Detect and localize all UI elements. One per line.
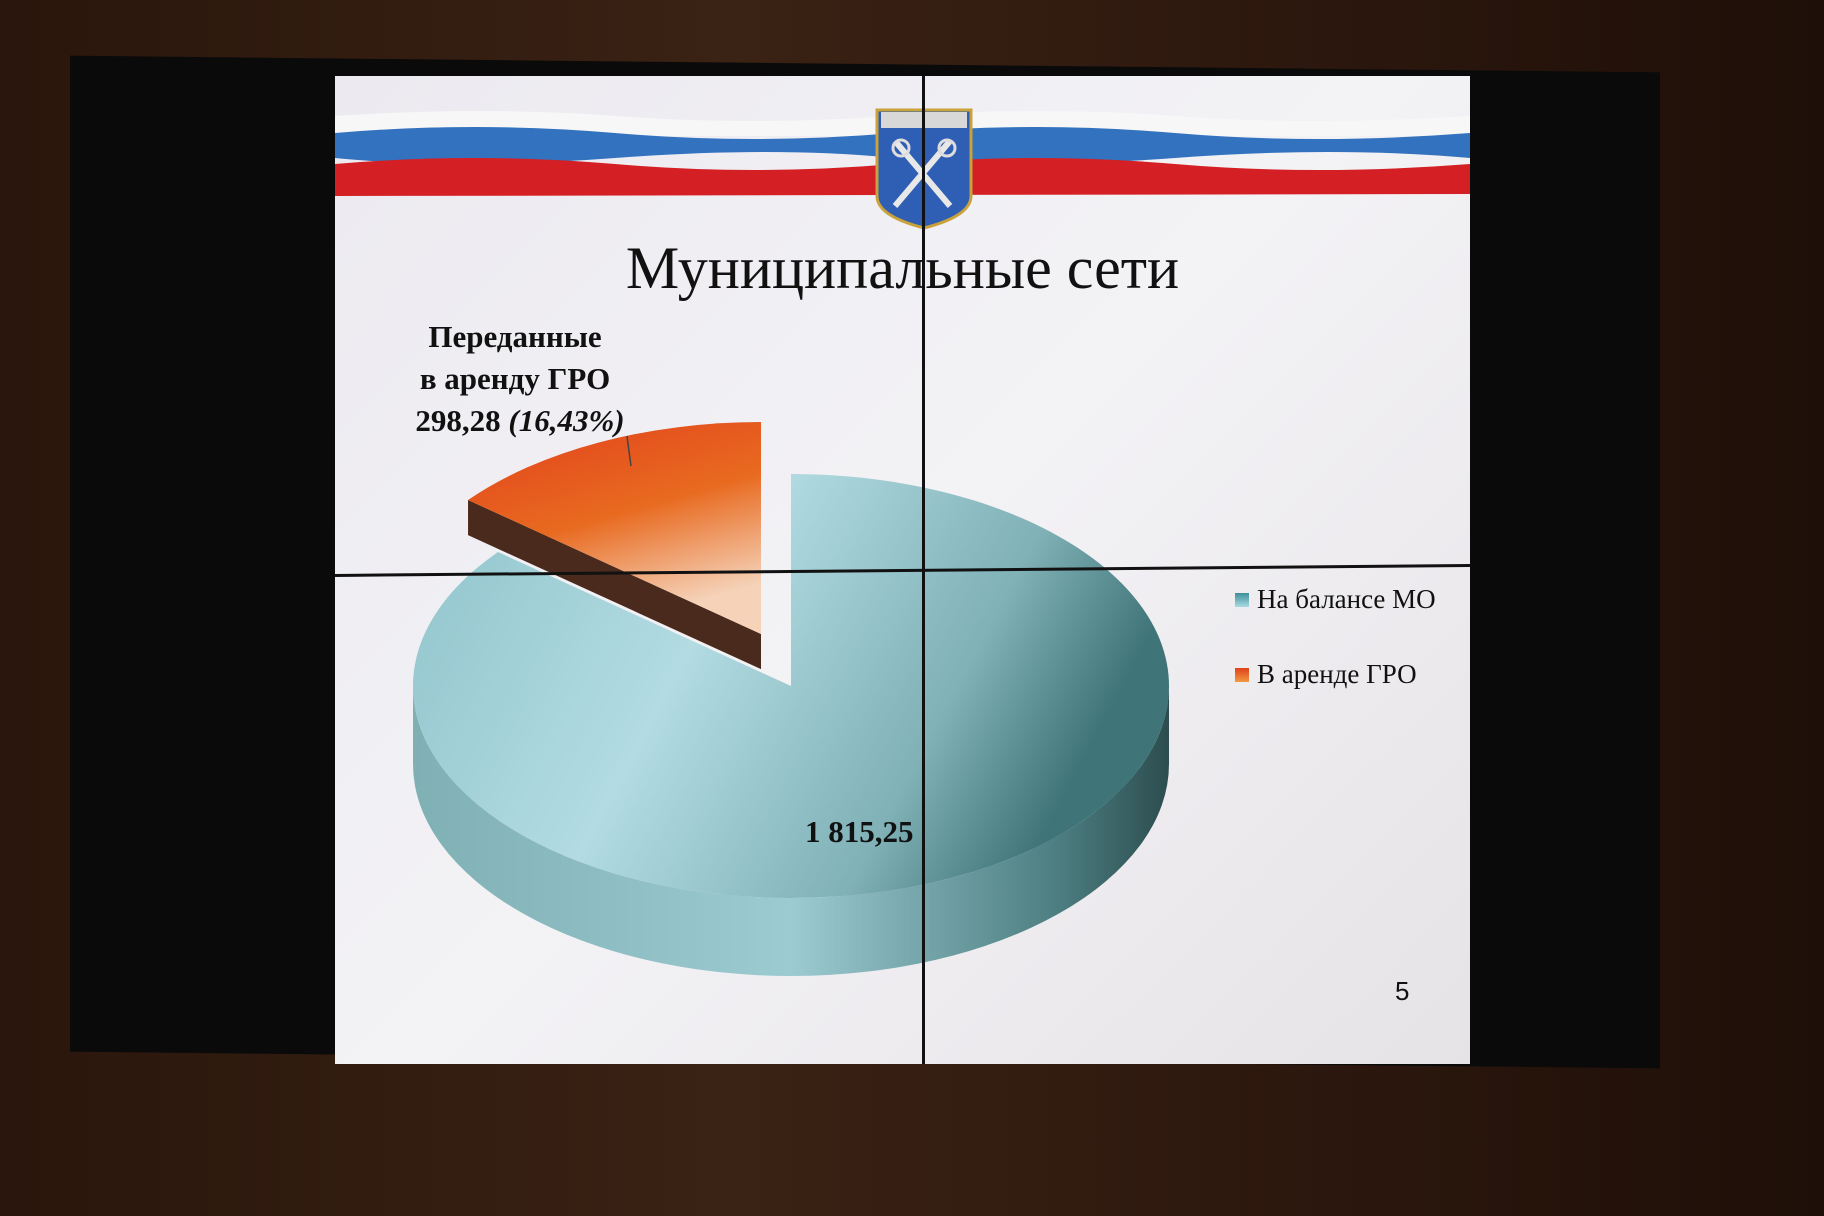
slice-label-line-1: Переданные [428,319,602,354]
slice-label-line-3: 298,28 (16,43%) [375,400,665,442]
pie-slice-balance [412,474,1169,898]
label-leader-line [626,435,632,467]
presentation-slide: Муниципальные сети Переданные в аренду Г… [335,76,1470,1064]
legend-label: На балансе МО [1257,584,1436,614]
pie-slice-lease-side [468,500,761,670]
legend-swatch [1235,667,1249,682]
slice-percent: (16,43%) [508,403,625,438]
legend-item-balance: На балансе МО [1235,584,1436,615]
main-slice-value-label: 1 815,25 [805,814,914,849]
pie-slice-lease [468,422,761,634]
legend-swatch [1235,592,1249,607]
pie-slice-balance-side [413,686,1169,976]
slice-value: 298,28 [415,403,509,438]
slide-title: Муниципальные сети [625,235,1180,301]
legend-label: В аренде ГРО [1257,659,1417,689]
legend-item-lease: В аренде ГРО [1235,659,1417,690]
page-number: 5 [1395,976,1410,1006]
slice-label-line-2: в аренду ГРО [419,361,611,396]
